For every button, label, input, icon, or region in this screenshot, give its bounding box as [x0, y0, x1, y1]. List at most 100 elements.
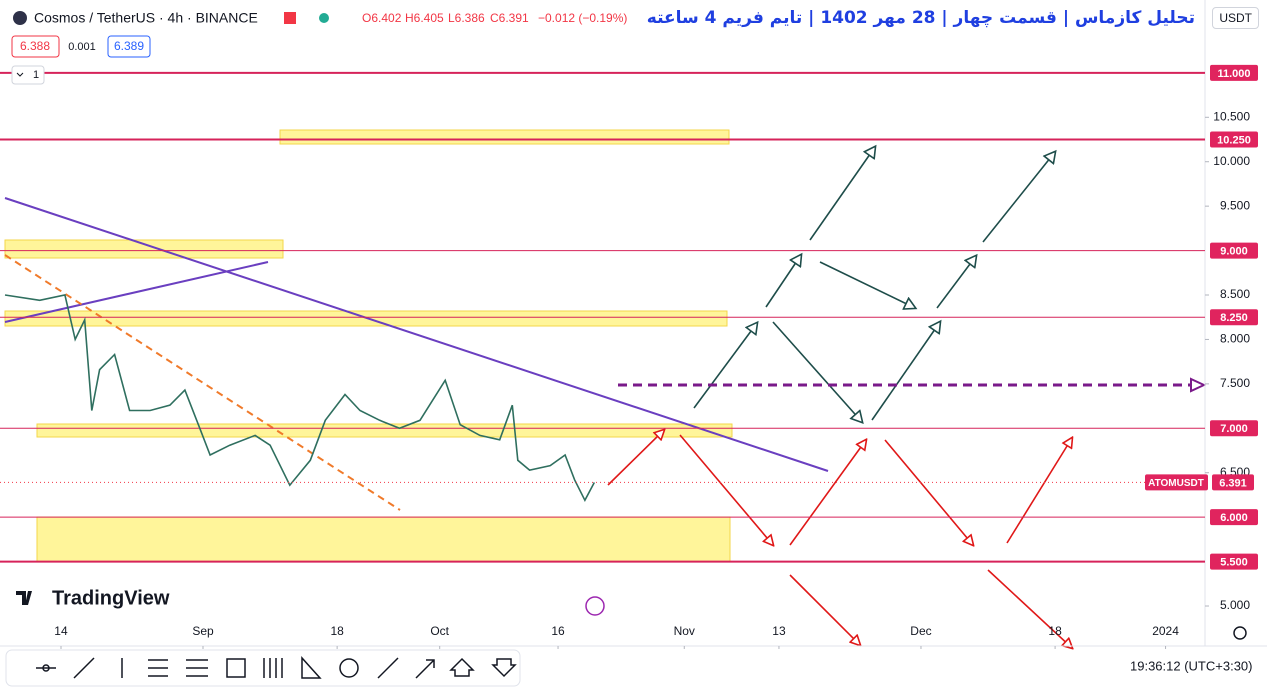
bid: 6.388 — [20, 39, 50, 53]
trendline — [4, 261, 269, 323]
level-label-box — [1210, 553, 1258, 570]
x-tick-label: Nov — [674, 624, 695, 638]
x-tick-label: Dec — [910, 624, 931, 638]
drawing-toolbar — [5, 649, 521, 687]
tool[interactable] — [339, 658, 359, 678]
y-tick-label: 8.500 — [1220, 287, 1250, 301]
arrow — [819, 261, 915, 308]
tool[interactable] — [73, 657, 95, 679]
x-tick-label: 13 — [772, 624, 786, 638]
zone — [279, 129, 730, 145]
ohlc-change: −0.012 (−0.19%) — [538, 11, 627, 25]
last-price-label: 6.391 — [1219, 477, 1247, 489]
level-label: 6.000 — [1220, 512, 1248, 524]
arrow — [789, 574, 860, 645]
y-tick-label: 9.500 — [1220, 198, 1250, 212]
arrow — [693, 323, 757, 409]
ohlc-low: L6.386 — [448, 11, 485, 25]
level-label-box — [1210, 509, 1258, 526]
settings-icon[interactable] — [1233, 626, 1247, 640]
tool[interactable] — [491, 658, 517, 678]
currency-button[interactable]: USDT — [1212, 7, 1259, 29]
trendline — [4, 254, 401, 511]
y-tick-label: 10.500 — [1213, 109, 1250, 123]
brand: TradingView — [52, 587, 170, 609]
annotation-title: تحلیل کازماس | قسمت چهار | 28 مهر 1402 |… — [646, 8, 1195, 28]
x-tick-label: Sep — [192, 624, 214, 638]
level-label: 7.000 — [1220, 423, 1248, 435]
tool[interactable] — [415, 659, 435, 679]
tool[interactable] — [226, 658, 246, 678]
arrow — [884, 439, 973, 545]
red-arrows — [607, 430, 1072, 648]
brand-logo — [16, 591, 32, 605]
x-tick-label: 18 — [330, 624, 344, 638]
zone — [36, 423, 733, 438]
level-label-box — [1210, 131, 1258, 148]
ohlc-open: O6.402 — [362, 11, 402, 25]
level-label-box — [1210, 64, 1258, 81]
arrow — [679, 434, 773, 545]
arrow — [987, 569, 1072, 648]
arrow — [789, 440, 866, 546]
symbol-label: ATOMUSDT — [1148, 478, 1204, 489]
arrow — [809, 147, 875, 241]
arrow — [982, 152, 1055, 243]
symbol-label-box — [1145, 474, 1208, 491]
y-tick-label: 10.000 — [1213, 154, 1250, 168]
spread: 0.001 — [68, 41, 96, 53]
ohlc-high: H6.405 — [405, 11, 444, 25]
tool[interactable] — [186, 659, 208, 677]
tool[interactable] — [449, 657, 475, 677]
sell-button[interactable] — [11, 35, 60, 58]
tool[interactable] — [36, 664, 56, 672]
level-label: 9.000 — [1220, 245, 1248, 257]
price-line — [4, 294, 596, 503]
arrow — [607, 430, 664, 486]
symbol-title: Cosmos / TetherUS · 4h · BINANCE — [34, 10, 258, 26]
tool[interactable] — [148, 659, 168, 677]
y-tick-label: 7.500 — [1220, 376, 1250, 390]
arrow — [936, 256, 976, 309]
x-tick-label: Oct — [430, 624, 449, 638]
status-dot — [319, 13, 329, 23]
ohlc-close: C6.391 — [490, 11, 529, 25]
tool[interactable] — [263, 658, 283, 678]
level-label: 10.250 — [1217, 134, 1251, 146]
arrow — [1006, 438, 1072, 544]
arrow — [772, 321, 862, 422]
buy-button[interactable] — [107, 35, 151, 58]
last-price-box — [1212, 474, 1254, 491]
green-arrows — [693, 147, 1055, 422]
level-label-box — [1210, 242, 1258, 259]
x-tick-label: 16 — [551, 624, 565, 638]
x-tick-label: 14 — [54, 624, 68, 638]
arrow — [871, 322, 940, 421]
x-tick-label: 18 — [1048, 624, 1062, 638]
zones — [4, 129, 733, 563]
level-label-box — [1210, 420, 1258, 437]
toolbar-icons — [36, 656, 517, 679]
zone — [36, 516, 731, 563]
y-tick-label: 5.000 — [1220, 598, 1250, 612]
events-icon[interactable] — [585, 596, 605, 616]
y-tick-label: 8.000 — [1220, 332, 1250, 346]
level-label: 5.500 — [1220, 556, 1248, 568]
tool[interactable] — [377, 657, 399, 679]
flag[interactable] — [284, 12, 296, 24]
zone — [4, 239, 284, 259]
series-layer: 5.0006.5007.5008.0008.5009.50010.00010.5… — [0, 64, 1258, 649]
tool[interactable] — [301, 656, 322, 679]
x-tick-label: 2024 — [1152, 624, 1179, 638]
arrow — [765, 255, 801, 308]
symbol-logo — [13, 11, 27, 25]
level-label: 8.250 — [1220, 312, 1248, 324]
trendline — [4, 197, 829, 472]
level-label: 11.000 — [1217, 68, 1250, 80]
indicator-toggle[interactable] — [11, 65, 45, 85]
ask: 6.389 — [114, 39, 144, 53]
level-label-box — [1210, 309, 1258, 326]
clock: 19:36:12 (UTC+3:30) — [1130, 658, 1252, 673]
